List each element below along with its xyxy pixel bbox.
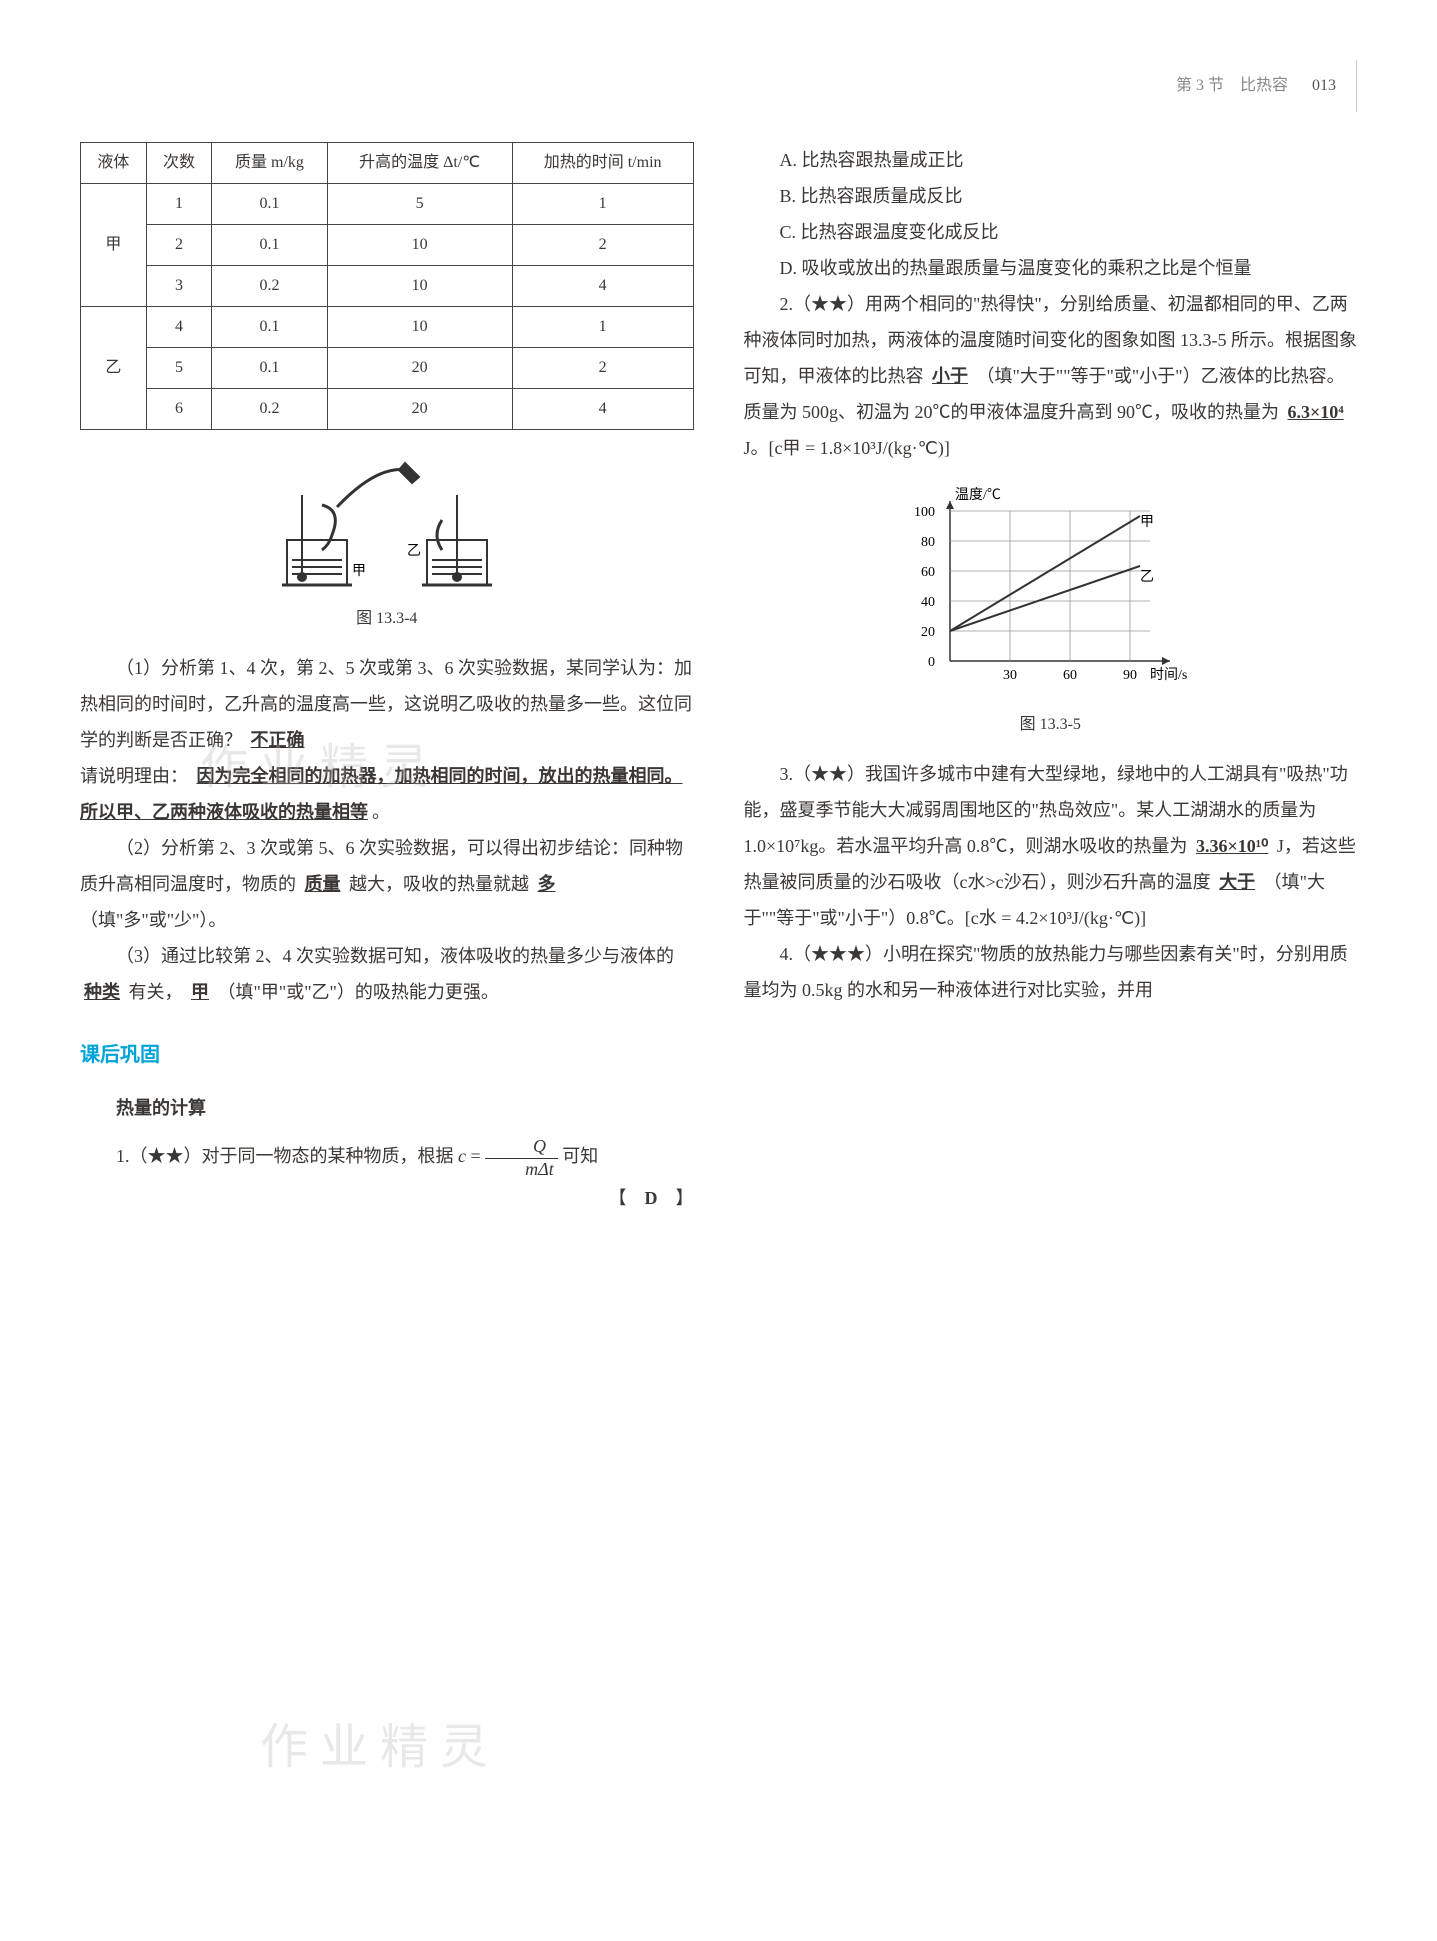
answer-blank: 多: [534, 874, 560, 894]
watermark: 作业精灵: [260, 1700, 500, 1796]
option-d: D. 吸收或放出的热量跟质量与温度变化的乘积之比是个恒量: [744, 250, 1358, 286]
q1-reason: 请说明理由： 因为完全相同的加热器，加热相同的时间，放出的热量相同。所以甲、乙两…: [80, 758, 694, 830]
answer-blank: 小于: [928, 366, 972, 386]
option-c: C. 比热容跟温度变化成反比: [744, 214, 1358, 250]
svg-text:20: 20: [921, 625, 935, 640]
mc1-stem: 1.（★★）对于同一物态的某种物质，根据 c = QmΔt 可知 【 D 】: [80, 1136, 694, 1180]
svg-text:30: 30: [1003, 668, 1017, 683]
answer-blank: 不正确: [247, 730, 309, 750]
q1-part3: （3）通过比较第 2、4 次实验数据可知，液体吸收的热量多少与液体的 种类 有关…: [80, 938, 694, 1010]
page-number: 013: [1312, 77, 1336, 94]
experiment-table: 液体 次数 质量 m/kg 升高的温度 Δt/℃ 加热的时间 t/min 甲 1…: [80, 142, 694, 430]
q4-text: 4.（★★★）小明在探究"物质的放热能力与哪些因素有关"时，分别用质量均为 0.…: [744, 936, 1358, 1008]
svg-text:100: 100: [914, 505, 935, 520]
answer-blank: 3.36×10¹⁰: [1192, 836, 1272, 856]
answer-blank: 甲: [187, 982, 213, 1002]
figure-13-3-4: 甲 乙 图 13.3-4: [80, 445, 694, 635]
main-content: 液体 次数 质量 m/kg 升高的温度 Δt/℃ 加热的时间 t/min 甲 1…: [80, 142, 1357, 1216]
option-a: A. 比热容跟热量成正比: [744, 142, 1358, 178]
q1-part2: （2）分析第 2、3 次或第 5、6 次实验数据，可以得出初步结论：同种物质升高…: [80, 830, 694, 938]
figure-13-3-5: 0 20 40 60 80 100 30 60 90 温度/℃ 时间/s 甲: [744, 481, 1358, 741]
answer-blank: 大于: [1215, 872, 1259, 892]
svg-text:时间/s: 时间/s: [1150, 667, 1187, 683]
page-header: 第 3 节 比热容 013: [80, 60, 1357, 112]
left-column: 液体 次数 质量 m/kg 升高的温度 Δt/℃ 加热的时间 t/min 甲 1…: [80, 142, 694, 1216]
q3-text: 3.（★★）我国许多城市中建有大型绿地，绿地中的人工湖具有"吸热"功能，盛夏季节…: [744, 756, 1358, 936]
subheading: 热量的计算: [80, 1090, 694, 1126]
q2-text: 2.（★★）用两个相同的"热得快"，分别给质量、初温都相同的甲、乙两种液体同时加…: [744, 286, 1358, 466]
answer-choice: D: [645, 1188, 658, 1208]
section-label: 第 3 节 比热容: [1176, 77, 1288, 94]
svg-text:乙: 乙: [1140, 569, 1154, 585]
q1-part1: （1）分析第 1、4 次，第 2、5 次或第 3、6 次实验数据，某同学认为：加…: [80, 650, 694, 758]
right-column: A. 比热容跟热量成正比 B. 比热容跟质量成反比 C. 比热容跟温度变化成反比…: [744, 142, 1358, 1216]
option-b: B. 比热容跟质量成反比: [744, 178, 1358, 214]
svg-text:40: 40: [921, 595, 935, 610]
answer-blank: 6.3×10⁴: [1284, 402, 1348, 422]
answer-blank: 种类: [80, 982, 124, 1002]
svg-text:60: 60: [921, 565, 935, 580]
section-title: 课后巩固: [80, 1035, 694, 1075]
svg-text:0: 0: [928, 655, 935, 670]
answer-blank: 质量: [301, 874, 345, 894]
svg-text:甲: 甲: [352, 564, 366, 579]
figure-caption: 图 13.3-5: [744, 709, 1358, 741]
svg-text:温度/℃: 温度/℃: [955, 487, 1001, 503]
chart-icon: 0 20 40 60 80 100 30 60 90 温度/℃ 时间/s 甲: [890, 481, 1210, 701]
svg-text:60: 60: [1063, 668, 1077, 683]
figure-caption: 图 13.3-4: [80, 603, 694, 635]
svg-text:乙: 乙: [407, 543, 421, 559]
apparatus-icon: 甲 乙: [257, 445, 517, 595]
svg-text:90: 90: [1123, 668, 1137, 683]
svg-text:80: 80: [921, 535, 935, 550]
svg-text:甲: 甲: [1140, 515, 1154, 530]
